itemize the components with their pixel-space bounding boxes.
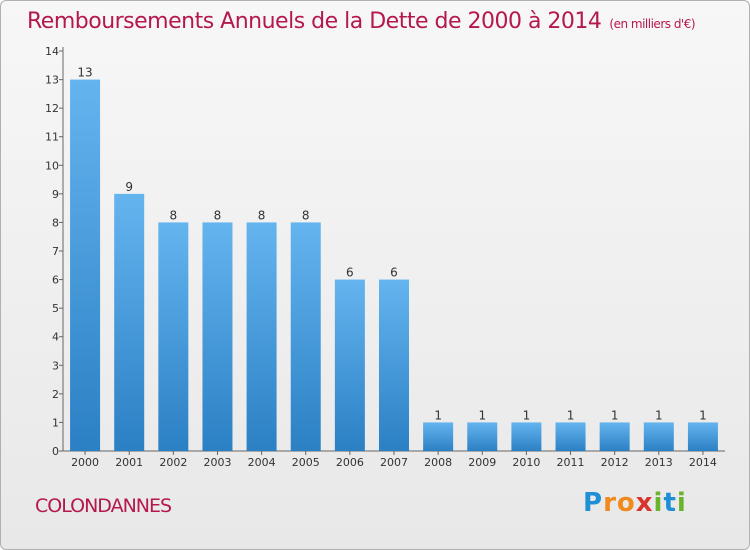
y-tick-label: 4 (52, 331, 59, 344)
x-tick-label: 2009 (468, 456, 496, 469)
y-tick-label: 11 (45, 131, 59, 144)
bar-value-label: 1 (523, 408, 531, 422)
y-tick-label: 14 (45, 45, 59, 58)
logo-letter: r (603, 488, 617, 518)
y-tick-label: 9 (52, 188, 59, 201)
town-name: COLONDANNES (35, 495, 172, 517)
bar-2005 (290, 222, 321, 451)
bar-value-label: 6 (346, 266, 354, 280)
bar-value-label: 1 (655, 408, 663, 422)
bar-value-label: 9 (125, 180, 133, 194)
bar-2006 (334, 279, 365, 451)
bar-2011 (555, 422, 586, 451)
x-tick-label: 2005 (292, 456, 320, 469)
y-tick-label: 5 (52, 302, 59, 315)
bar-2003 (202, 222, 233, 451)
y-tick-label: 0 (52, 445, 59, 458)
bar-2001 (114, 193, 145, 451)
logo-letter: t (663, 488, 677, 518)
x-tick-label: 2001 (115, 456, 143, 469)
bar-value-label: 1 (434, 408, 442, 422)
logo-letter: P (583, 488, 604, 518)
y-tick-label: 8 (52, 216, 59, 229)
bar-2009 (467, 422, 498, 451)
x-tick-label: 2000 (71, 456, 99, 469)
y-tick-label: 7 (52, 245, 59, 258)
bar-value-label: 13 (77, 66, 92, 80)
x-tick-label: 2011 (557, 456, 585, 469)
y-tick-label: 2 (52, 388, 59, 401)
bar-2014 (687, 422, 718, 451)
bar-value-label: 8 (214, 208, 222, 222)
logo-letter: o (616, 488, 636, 518)
x-tick-label: 2007 (380, 456, 408, 469)
bar-2000 (70, 79, 101, 452)
y-tick-label: 10 (45, 159, 59, 172)
x-tick-label: 2004 (248, 456, 276, 469)
logo-letter: x (635, 488, 654, 518)
bar-value-label: 8 (302, 208, 310, 222)
x-tick-label: 2002 (159, 456, 187, 469)
bar-value-label: 1 (478, 408, 486, 422)
y-tick-label: 12 (45, 102, 59, 115)
bar-2008 (423, 422, 454, 451)
logo-letter: i (653, 488, 664, 518)
chart-title: Remboursements Annuels de la Dette de 20… (27, 9, 696, 34)
bar-value-label: 8 (258, 208, 266, 222)
x-tick-label: 2013 (645, 456, 673, 469)
y-tick-label: 6 (52, 274, 59, 287)
x-tick-label: 2003 (203, 456, 231, 469)
proxiti-logo: Proxiti (583, 488, 687, 518)
chart-unit: (en milliers d'€) (609, 17, 696, 31)
y-tick-label: 3 (52, 359, 59, 372)
bar-value-label: 1 (699, 408, 707, 422)
bar-2012 (599, 422, 630, 451)
x-tick-label: 2010 (512, 456, 540, 469)
chart-labels: 13 2000 9 2001 8 2002 8 2003 8 2004 8 2005 6 2006 6 200… (71, 66, 717, 469)
bar-value-label: 1 (611, 408, 619, 422)
x-tick-label: 2014 (689, 456, 717, 469)
bar-2010 (511, 422, 542, 451)
chart-title-text: Remboursements Annuels de la Dette de 20… (27, 9, 602, 34)
bar-value-label: 1 (567, 408, 575, 422)
bar-value-label: 6 (390, 266, 398, 280)
bar-2007 (379, 279, 409, 451)
logo-letter: i (676, 488, 687, 518)
x-tick-label: 2012 (601, 456, 629, 469)
bar-2002 (158, 222, 189, 451)
bar-2004 (246, 222, 277, 451)
bar-value-label: 8 (170, 208, 178, 222)
x-tick-label: 2006 (336, 456, 364, 469)
y-tick-label: 13 (45, 74, 59, 87)
chart-bars (70, 79, 718, 452)
x-tick-label: 2008 (424, 456, 452, 469)
y-tick-label: 1 (52, 416, 59, 429)
bar-2013 (643, 422, 674, 451)
